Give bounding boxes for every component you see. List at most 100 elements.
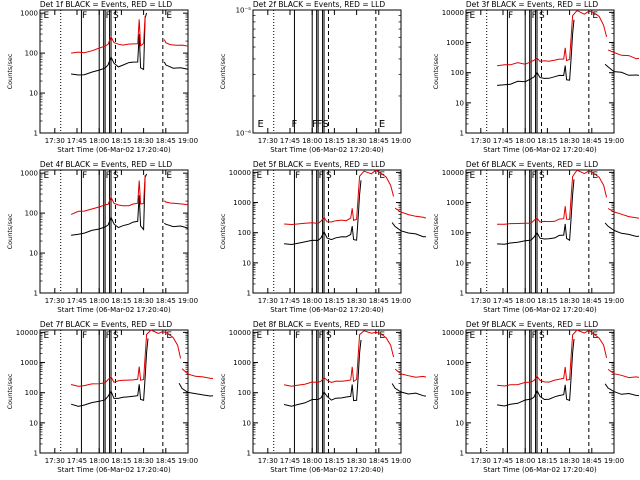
x-tick-label: 19:00 bbox=[178, 137, 198, 145]
marker-label: S bbox=[113, 171, 119, 181]
x-tick-label: 18:45 bbox=[369, 297, 389, 305]
marker-label: F bbox=[295, 171, 300, 181]
y-tick-label: 10000 bbox=[229, 169, 251, 177]
series-events-line bbox=[497, 338, 575, 407]
marker-label: S bbox=[326, 171, 332, 181]
y-axis-label: Counts/sec bbox=[6, 373, 14, 409]
marker-label: F bbox=[532, 331, 537, 341]
y-tick-label: 1 bbox=[460, 130, 464, 138]
y-tick-label: 1 bbox=[247, 290, 251, 298]
x-tick-label: 17:30 bbox=[258, 457, 278, 465]
x-tick-label: 17:30 bbox=[258, 297, 278, 305]
series-events-line bbox=[604, 383, 639, 397]
x-axis-label: Start Time (06-Mar-02 17:20:40) bbox=[483, 466, 597, 474]
y-tick-label: 10 bbox=[29, 419, 38, 427]
marker-label: F bbox=[82, 11, 87, 21]
marker-label: E bbox=[256, 171, 262, 181]
x-axis-label: Start Time (06-Mar-02 17:20:40) bbox=[270, 146, 384, 154]
chart-title: Det 6f BLACK = Events, RED = LLD bbox=[466, 160, 599, 169]
series-lld-line bbox=[607, 208, 639, 219]
plot-frame bbox=[39, 169, 189, 294]
x-tick-label: 18:00 bbox=[89, 137, 109, 145]
x-axis-label: Start Time (06-Mar-02 17:20:40) bbox=[270, 306, 384, 314]
series-lld-line bbox=[284, 169, 395, 226]
chart-panel-8: Det 8f BLACK = Events, RED = LLD 1 10 100 10… bbox=[219, 320, 426, 474]
x-tick-label: 18:30 bbox=[347, 297, 367, 305]
marker-label: E bbox=[469, 331, 475, 341]
x-tick-label: 17:45 bbox=[280, 137, 300, 145]
x-tick-label: 18:15 bbox=[111, 297, 131, 305]
y-tick-label: 10 bbox=[455, 259, 464, 267]
y-axis-label: Counts/sec bbox=[219, 213, 227, 249]
x-tick-label: 18:00 bbox=[515, 297, 535, 305]
x-tick-label: 18:45 bbox=[582, 297, 602, 305]
x-tick-label: 19:00 bbox=[391, 457, 411, 465]
series-lld-line bbox=[394, 368, 426, 378]
series-lld-line bbox=[163, 39, 189, 47]
x-tick-label: 18:15 bbox=[324, 137, 344, 145]
y-tick-label: 10000 bbox=[229, 329, 251, 337]
plot-frame bbox=[252, 169, 402, 294]
series-events-line bbox=[604, 222, 639, 237]
series-lld-line bbox=[394, 207, 426, 219]
marker-label: F bbox=[106, 331, 111, 341]
marker-label: E bbox=[43, 331, 49, 341]
marker-label: F bbox=[508, 171, 513, 181]
x-axis-label: Start Time (06-Mar-02 17:20:40) bbox=[483, 146, 597, 154]
x-tick-label: 18:45 bbox=[582, 137, 602, 145]
x-tick-label: 17:45 bbox=[67, 297, 87, 305]
y-tick-label: 100 bbox=[451, 229, 464, 237]
x-tick-label: 18:30 bbox=[347, 137, 367, 145]
x-tick-label: 18:45 bbox=[369, 457, 389, 465]
x-tick-label: 18:30 bbox=[134, 137, 154, 145]
plot-frame bbox=[465, 169, 615, 294]
x-tick-label: 18:15 bbox=[324, 457, 344, 465]
x-tick-label: 17:30 bbox=[45, 137, 65, 145]
marker-label: E bbox=[379, 331, 385, 341]
chart-title: Det 8f BLACK = Events, RED = LLD bbox=[253, 320, 386, 329]
x-tick-label: 18:30 bbox=[134, 457, 154, 465]
x-tick-label: 17:30 bbox=[258, 137, 278, 145]
x-tick-label: 18:30 bbox=[560, 137, 580, 145]
x-tick-label: 19:00 bbox=[604, 137, 624, 145]
y-tick-label: 1 bbox=[460, 450, 464, 458]
y-tick-label: 100 bbox=[25, 50, 38, 58]
marker-label: E bbox=[592, 11, 598, 21]
x-tick-label: 19:00 bbox=[604, 297, 624, 305]
y-tick-label: 1 bbox=[460, 290, 464, 298]
marker-label: F bbox=[319, 171, 324, 181]
marker-label: S bbox=[539, 11, 545, 21]
y-axis-label: Counts/sec bbox=[432, 53, 440, 89]
x-tick-label: 18:00 bbox=[515, 137, 535, 145]
series-lld-line bbox=[70, 329, 182, 387]
series-events-line bbox=[391, 222, 426, 238]
series-events-line bbox=[497, 179, 575, 245]
y-tick-label: 1 bbox=[34, 130, 38, 138]
y-tick-label: 100 bbox=[25, 210, 38, 218]
x-tick-label: 18:45 bbox=[582, 457, 602, 465]
chart-title: Det 5f BLACK = Events, RED = LLD bbox=[253, 160, 386, 169]
y-axis-label: Counts/sec bbox=[6, 53, 14, 89]
series-events-line bbox=[71, 173, 148, 236]
series-lld-line bbox=[497, 329, 608, 387]
y-tick-label: 1000 bbox=[233, 199, 251, 207]
x-axis-label: Start Time (06-Mar-02 17:20:40) bbox=[57, 466, 171, 474]
series-events-line bbox=[283, 339, 362, 407]
y-tick-label: 10000 bbox=[442, 9, 464, 17]
series-lld-line bbox=[70, 175, 146, 215]
series-events-line bbox=[71, 12, 148, 76]
x-tick-label: 17:45 bbox=[67, 137, 87, 145]
x-axis-label: Start Time (06-Mar-02 17:20:40) bbox=[483, 306, 597, 314]
marker-label: E bbox=[166, 11, 172, 21]
x-tick-label: 18:30 bbox=[134, 297, 154, 305]
x-tick-label: 17:45 bbox=[280, 297, 300, 305]
chart-panel-6: Det 6f BLACK = Events, RED = LLD 1 10 100 10… bbox=[432, 160, 639, 314]
marker-label: F bbox=[317, 119, 323, 130]
marker-label: F bbox=[312, 119, 318, 130]
marker-label: E bbox=[379, 119, 385, 130]
y-tick-label: 100 bbox=[238, 229, 251, 237]
marker-label: E bbox=[43, 11, 49, 21]
marker-label: F bbox=[532, 11, 537, 21]
x-tick-label: 18:45 bbox=[156, 137, 176, 145]
